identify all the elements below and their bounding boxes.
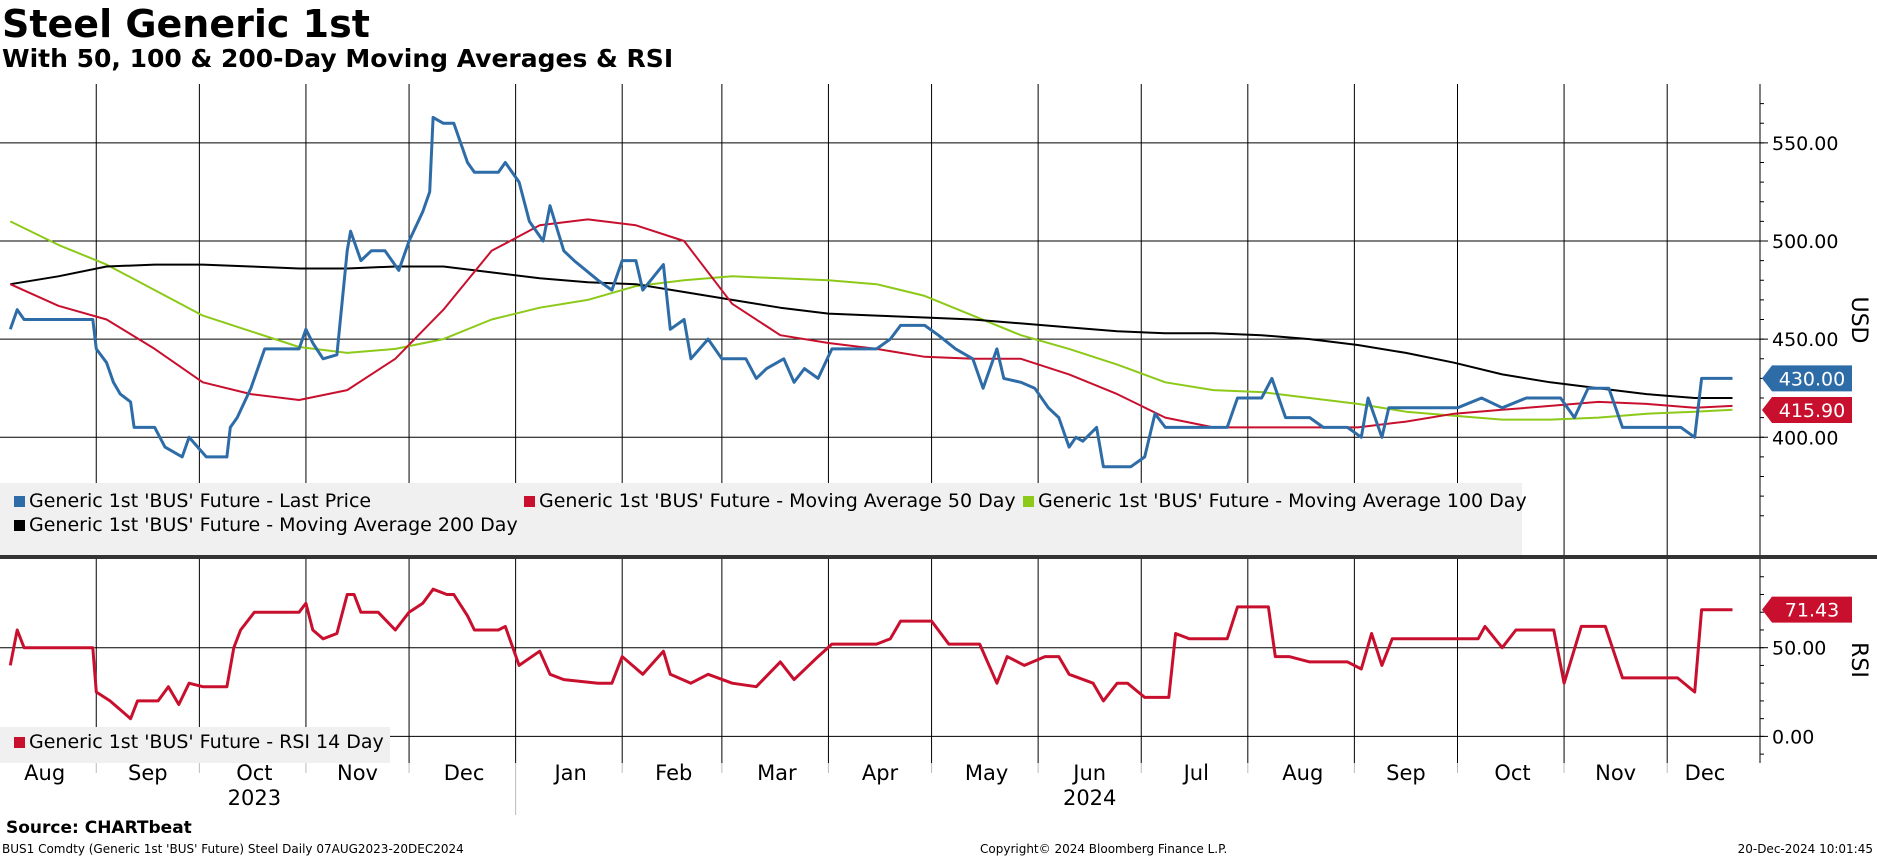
legend-label-last_price: Generic 1st 'BUS' Future - Last Price bbox=[29, 490, 371, 512]
price-legend: Generic 1st 'BUS' Future - Last Price Gen… bbox=[0, 483, 1527, 555]
month-label: Dec bbox=[444, 761, 485, 785]
month-label: Sep bbox=[128, 761, 168, 785]
legend-label-ma200: Generic 1st 'BUS' Future - Moving Averag… bbox=[29, 514, 518, 536]
month-label: Mar bbox=[757, 761, 797, 785]
footer-ticker-info: BUS1 Comdty (Generic 1st 'BUS' Future) S… bbox=[2, 842, 464, 856]
legend-label-ma50: Generic 1st 'BUS' Future - Moving Averag… bbox=[539, 490, 1016, 512]
price-ytick-label: 400.00 bbox=[1772, 427, 1838, 449]
month-label: Nov bbox=[1595, 761, 1636, 785]
month-label: Jun bbox=[1071, 761, 1106, 785]
rsi-ytick-label: 50.00 bbox=[1772, 638, 1826, 660]
price-hgrid: 400.00 450.00 500.00 550.00 bbox=[0, 133, 1838, 449]
ma50-tag-text: 415.90 bbox=[1779, 400, 1845, 422]
last-price-tag-shape bbox=[1762, 365, 1852, 392]
price-ytick-label: 500.00 bbox=[1772, 231, 1838, 253]
price-ytick-label: 450.00 bbox=[1772, 329, 1838, 351]
vertical-gridlines bbox=[95, 84, 1668, 773]
price-ytick-label: 550.00 bbox=[1772, 133, 1838, 155]
legend-swatch-ma50 bbox=[524, 496, 535, 507]
x-axis-labels: Aug Sep Oct Nov Dec Jan Feb Mar Apr May Jun Jul Aug S… bbox=[24, 761, 1725, 810]
footer-timestamp: 20-Dec-2024 10:01:45 bbox=[1737, 842, 1873, 856]
series-line-last_price bbox=[8, 115, 1733, 469]
month-label: Sep bbox=[1386, 761, 1426, 785]
source-note: Source: CHARTbeat bbox=[6, 818, 192, 838]
month-label: Jul bbox=[1182, 761, 1209, 785]
rsi-legend-box bbox=[0, 727, 390, 763]
series-line-rsi bbox=[8, 587, 1733, 721]
month-label: Feb bbox=[655, 761, 692, 785]
series-line-ma100 bbox=[9, 220, 1733, 421]
year-label: 2024 bbox=[1063, 786, 1116, 810]
legend-label-ma100: Generic 1st 'BUS' Future - Moving Averag… bbox=[1038, 490, 1527, 512]
rsi-tag-text: 71.43 bbox=[1785, 600, 1839, 622]
year-label: 2023 bbox=[228, 786, 281, 810]
month-label: Nov bbox=[337, 761, 378, 785]
month-label: Dec bbox=[1685, 761, 1726, 785]
rsi-tag-shape bbox=[1762, 596, 1852, 623]
chart-subtitle: With 50, 100 & 200-Day Moving Averages &… bbox=[2, 44, 674, 73]
legend-swatch-ma100 bbox=[1023, 496, 1034, 507]
last-price-tag-text: 430.00 bbox=[1779, 368, 1845, 390]
last-price-tag: 430.00 bbox=[1762, 365, 1852, 392]
price-legend-box bbox=[0, 483, 1522, 555]
series-line-ma50 bbox=[9, 218, 1733, 429]
price-axis-title: USD bbox=[1846, 296, 1871, 343]
rsi-tag: 71.43 bbox=[1762, 596, 1852, 623]
rsi-axis-title: RSI bbox=[1846, 642, 1871, 678]
month-label: Apr bbox=[862, 761, 899, 785]
legend-swatch-last_price bbox=[14, 496, 25, 507]
rsi-ytick-label: 0.00 bbox=[1772, 726, 1814, 748]
chart-title: Steel Generic 1st bbox=[2, 2, 370, 46]
month-label: Jan bbox=[552, 761, 586, 785]
month-label: Aug bbox=[24, 761, 65, 785]
month-label: May bbox=[965, 761, 1008, 785]
footer-copyright: Copyright© 2024 Bloomberg Finance L.P. bbox=[980, 842, 1228, 856]
legend-swatch-ma200 bbox=[14, 520, 25, 531]
month-label: Oct bbox=[1494, 761, 1530, 785]
month-label: Oct bbox=[236, 761, 272, 785]
ma50-tag: 415.90 bbox=[1762, 396, 1852, 423]
legend-label-rsi: Generic 1st 'BUS' Future - RSI 14 Day bbox=[29, 731, 384, 753]
month-label: Aug bbox=[1282, 761, 1323, 785]
rsi-legend: Generic 1st 'BUS' Future - RSI 14 Day bbox=[0, 727, 390, 763]
series-line-ma200 bbox=[10, 263, 1733, 399]
ma50-tag-shape bbox=[1762, 396, 1852, 423]
legend-swatch-rsi bbox=[14, 737, 25, 748]
